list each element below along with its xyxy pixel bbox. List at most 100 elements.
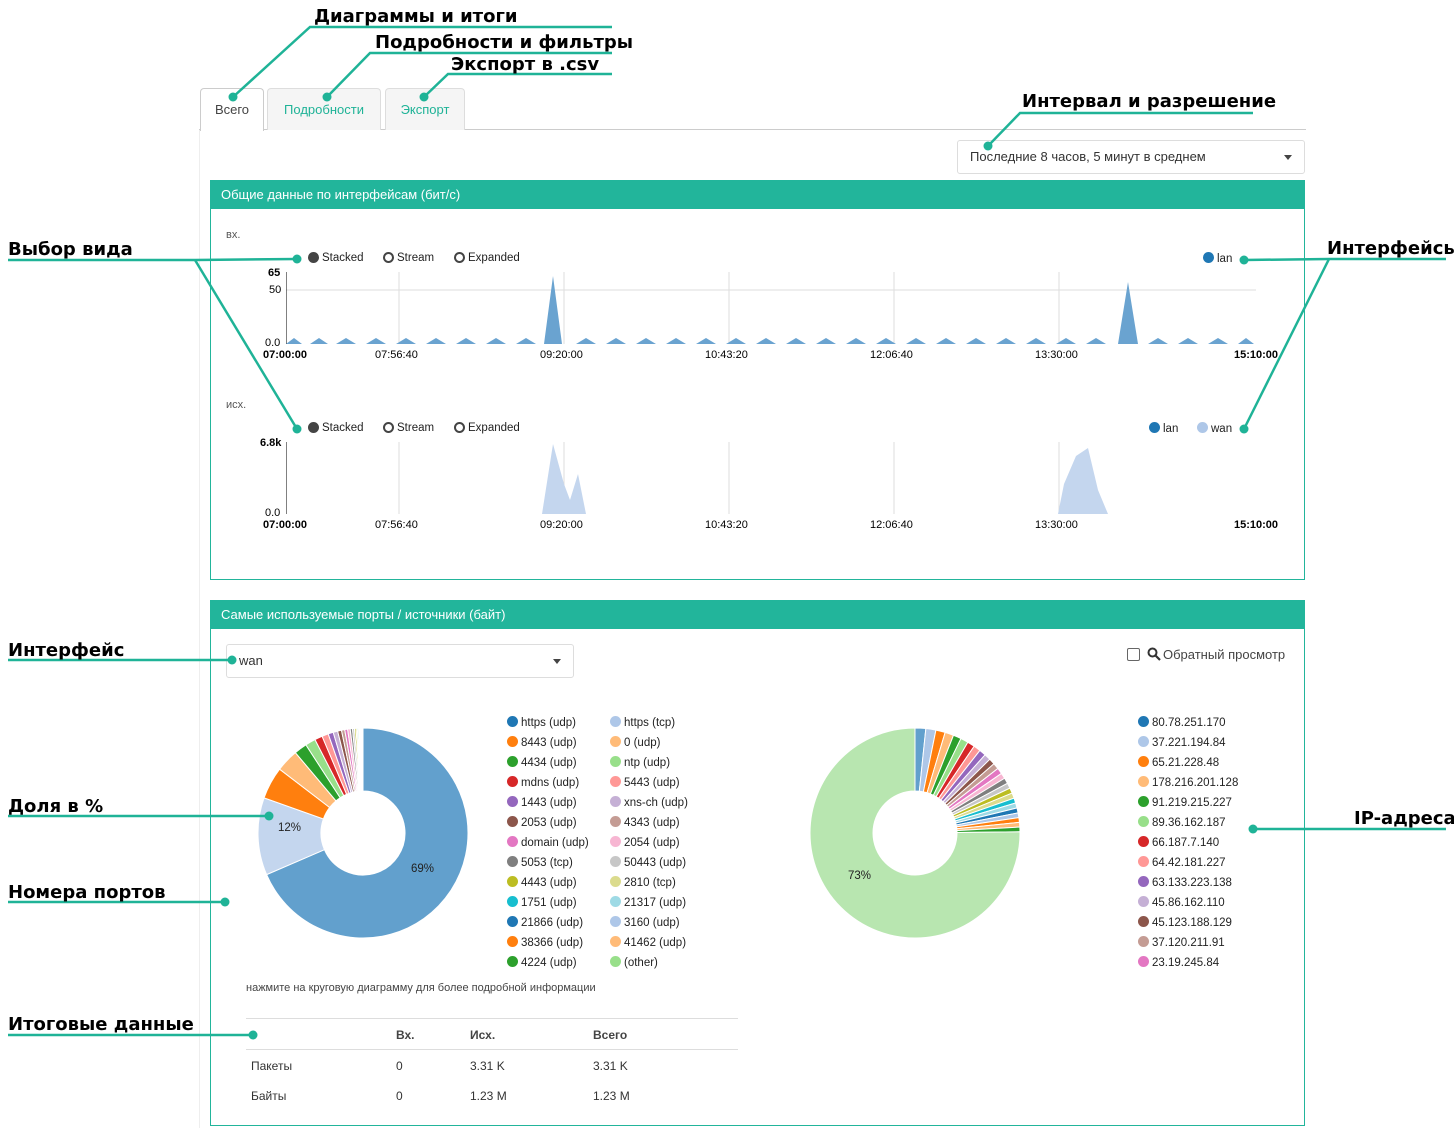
legend-dot-icon [1138, 716, 1149, 727]
legend-label: 91.219.215.227 [1152, 797, 1232, 809]
pie-slice[interactable] [265, 728, 468, 938]
legend-item[interactable]: (other) [610, 956, 658, 969]
legend-lan-in[interactable]: lan [1203, 252, 1232, 265]
legend-dot-icon [1138, 956, 1149, 967]
legend-dot-icon [1138, 736, 1149, 747]
legend-label: 41462 (udp) [624, 937, 687, 949]
legend-item[interactable]: 0 (udp) [610, 736, 660, 749]
legend-item[interactable]: domain (udp) [507, 836, 589, 849]
legend-item[interactable]: 23.19.245.84 [1138, 956, 1219, 969]
reverse-label[interactable]: Обратный просмотр [1163, 647, 1286, 662]
legend-dot-icon [1149, 422, 1160, 433]
legend-item[interactable]: xns-ch (udp) [610, 796, 688, 809]
interface-select[interactable]: wan [226, 644, 574, 678]
legend-item[interactable]: 21866 (udp) [507, 916, 583, 929]
table-row-label: Пакеты [251, 1059, 293, 1073]
legend-item[interactable]: mdns (udp) [507, 776, 579, 789]
legend-dot-icon [507, 756, 518, 767]
ip-pie-chart[interactable] [810, 728, 1020, 938]
legend-item[interactable]: 38366 (udp) [507, 936, 583, 949]
legend-item[interactable]: 80.78.251.170 [1138, 716, 1226, 729]
legend-item[interactable]: 37.120.211.91 [1138, 936, 1225, 949]
legend-item[interactable]: 21317 (udp) [610, 896, 686, 909]
legend-label: 1751 (udp) [521, 897, 577, 909]
legend-dot-icon [507, 736, 518, 747]
legend-item[interactable]: 2053 (udp) [507, 816, 577, 829]
legend-item[interactable]: 5053 (tcp) [507, 856, 573, 869]
table-cell: 3.31 K [593, 1059, 628, 1073]
legend-item[interactable]: 4224 (udp) [507, 956, 577, 969]
legend-dot-icon [507, 796, 518, 807]
in-series-lan [286, 276, 1254, 344]
radio-stacked-out[interactable]: Stacked [308, 422, 364, 434]
pie-ports-second-pct: 12% [278, 822, 302, 834]
radio-stream-out[interactable]: Stream [383, 422, 434, 434]
legend-item[interactable]: 3160 (udp) [610, 916, 680, 929]
legend-item[interactable]: 2054 (udp) [610, 836, 680, 849]
legend-label: 1443 (udp) [521, 797, 577, 809]
legend-lan-out[interactable]: lan [1149, 422, 1178, 435]
legend-label: 2810 (tcp) [624, 877, 676, 889]
out-series-wan [286, 444, 1256, 514]
legend-item[interactable]: 4443 (udp) [507, 876, 577, 889]
legend-item[interactable]: 89.36.162.187 [1138, 816, 1226, 829]
legend-item[interactable]: 2810 (tcp) [610, 876, 676, 889]
radio-dot-icon [383, 422, 394, 433]
legend-item[interactable]: 178.216.201.128 [1138, 776, 1238, 789]
reverse-checkbox[interactable] [1127, 648, 1140, 661]
legend-item[interactable]: 63.133.223.138 [1138, 876, 1232, 889]
legend-dot-icon [1138, 776, 1149, 787]
in-area-chart[interactable] [286, 272, 1258, 346]
out-area-chart[interactable] [286, 442, 1258, 516]
legend-item[interactable]: 91.219.215.227 [1138, 796, 1232, 809]
tab-details[interactable]: Подробности [267, 88, 381, 130]
interval-select[interactable]: Последние 8 часов, 5 минут в среднем [957, 140, 1305, 174]
legend-label: 65.21.228.48 [1152, 757, 1220, 769]
legend-item[interactable]: 37.221.194.84 [1138, 736, 1226, 749]
radio-expanded-in[interactable]: Expanded [454, 252, 520, 264]
legend-item[interactable]: 5443 (udp) [610, 776, 680, 789]
legend-label: 4434 (udp) [521, 757, 577, 769]
legend-item[interactable]: 4434 (udp) [507, 756, 577, 769]
legend-label: 3160 (udp) [624, 917, 680, 929]
legend-label: 66.187.7.140 [1152, 837, 1220, 849]
legend-wan-out[interactable]: wan [1197, 422, 1232, 435]
pie-slice[interactable] [810, 728, 1020, 938]
legend-item[interactable]: 64.42.181.227 [1138, 856, 1226, 869]
legend-item[interactable]: https (udp) [507, 716, 576, 729]
legend-item[interactable]: ntp (udp) [610, 756, 670, 769]
legend-item[interactable]: 1443 (udp) [507, 796, 577, 809]
legend-item[interactable]: 45.86.162.110 [1138, 896, 1225, 909]
legend-item[interactable]: 65.21.228.48 [1138, 756, 1219, 769]
tab-all[interactable]: Всего [200, 88, 264, 131]
legend-item[interactable]: 45.123.188.129 [1138, 916, 1232, 929]
legend-label: https (tcp) [624, 717, 676, 729]
legend-item[interactable]: 50443 (udp) [610, 856, 686, 869]
legend-dot-icon [507, 856, 518, 867]
tab-export[interactable]: Экспорт [385, 88, 465, 130]
radio-stacked-in[interactable]: Stacked [308, 252, 364, 264]
callout-export-csv: Экспорт в .csv [451, 54, 600, 75]
legend-item[interactable]: 66.187.7.140 [1138, 836, 1219, 849]
radio-label: Stacked [322, 422, 364, 434]
radio-label: Stream [397, 252, 435, 264]
legend-item[interactable]: 41462 (udp) [610, 936, 686, 949]
interval-select-value: Последние 8 часов, 5 минут в среднем [970, 149, 1206, 164]
radio-expanded-out[interactable]: Expanded [454, 422, 520, 434]
legend-dot-icon [507, 716, 518, 727]
legend-label: 2053 (udp) [521, 817, 577, 829]
radio-stream-in[interactable]: Stream [383, 252, 434, 264]
pie-ip-big-pct: 73% [848, 870, 872, 882]
ports-pie-chart[interactable] [258, 728, 468, 938]
legend-dot-icon [610, 856, 621, 867]
callout-charts-totals: Диаграммы и итоги [314, 6, 518, 27]
callout-interface: Интерфейс [8, 640, 125, 661]
legend-item[interactable]: 1751 (udp) [507, 896, 577, 909]
legend-item[interactable]: 4343 (udp) [610, 816, 680, 829]
out-x-tick: 13:30:00 [1035, 519, 1078, 531]
legend-item[interactable]: 8443 (udp) [507, 736, 577, 749]
legend-item[interactable]: https (tcp) [610, 716, 675, 729]
table-cell: 1.23 M [470, 1089, 507, 1103]
legend-label: 45.86.162.110 [1152, 897, 1225, 909]
table-header-out: Исх. [470, 1028, 496, 1042]
